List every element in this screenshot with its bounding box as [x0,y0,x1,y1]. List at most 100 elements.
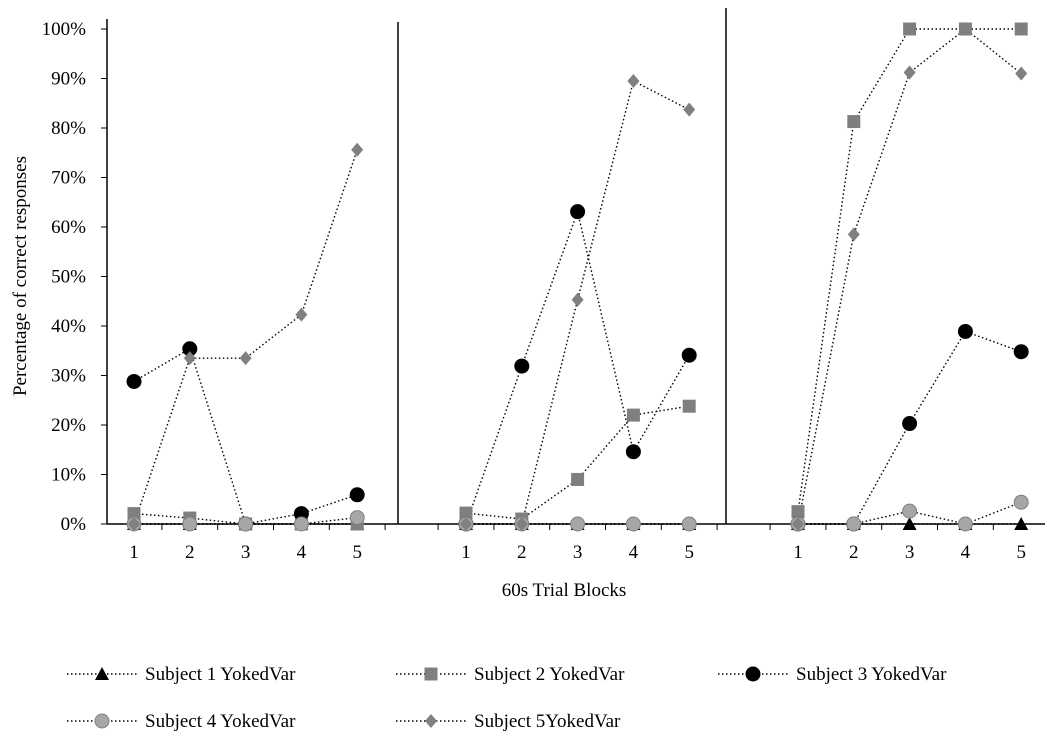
x-tick-label: 2 [517,542,527,563]
series-4-line [134,516,358,525]
legend-item-5: Subject 5YokedVar [396,711,621,732]
series-3-point [293,506,309,522]
series-4-point [293,516,309,532]
x-tick-label: 5 [1016,542,1026,563]
series-5-point [792,517,804,531]
series-3-line [133,347,358,525]
series-2-point [626,408,640,422]
x-tick-label: 4 [629,542,639,563]
series-markers [126,22,1029,532]
y-tick-label: 40% [51,316,86,337]
y-tick-label: 80% [51,118,86,139]
x-tick-label: 4 [297,542,307,563]
series-5-point [1015,66,1028,81]
y-tick-label: 70% [51,168,86,189]
series-5-line [797,28,1022,525]
x-tick-label: 1 [129,542,139,563]
series-2-point [571,472,585,486]
x-tick-label: 3 [905,542,915,563]
series-5-point [128,517,140,531]
series-3-point [570,204,586,220]
legend-marker [425,714,437,728]
series-3-point [182,341,198,357]
series-4-point [349,510,365,526]
y-tick-label: 30% [51,366,86,387]
series-5-point [351,142,364,157]
series-5-point [847,227,860,242]
series-3-point [625,444,641,460]
series-3-point [902,416,918,432]
series-4-point [182,516,198,532]
x-tick-label: 3 [241,542,251,563]
series-1-point [1014,517,1029,530]
legend-label: Subject 5YokedVar [474,711,621,732]
legend-item-1: Subject 1 YokedVar [67,664,296,685]
series-5-point [515,517,528,531]
series-2-point [903,22,917,36]
series-4-point [238,516,254,532]
series-4-point [625,516,641,532]
series-3-point [681,347,697,363]
legend-label: Subject 1 YokedVar [145,664,296,685]
series-5-point [683,102,696,117]
series-lines [133,28,1022,525]
series-2-point [847,115,861,129]
series-4-point [1013,494,1029,510]
series-5-point [959,22,972,36]
x-tick-label: 1 [461,542,471,563]
axes: 0% 10% 20% 30% 40% 50% 60% 70% 80% 90% 100% 1 2 3 4 5 1 2… [42,8,1045,563]
y-tick-label: 10% [51,465,86,486]
y-tick-label: 50% [51,267,86,288]
x-tick-label: 5 [352,542,362,563]
series-4-point [957,516,973,532]
series-4-point [902,503,918,519]
legend-marker [94,713,110,729]
y-axis-title: Percentage of correct responses [10,156,31,396]
x-tick-label: 2 [849,542,859,563]
series-5-point [627,73,640,88]
x-axis-title: 60s Trial Blocks [502,580,627,601]
legend-item-3: Subject 3 YokedVar [718,664,947,685]
legend-label: Subject 3 YokedVar [796,664,947,685]
legend: Subject 1 YokedVar Subject 2 YokedVar Subj… [67,664,947,732]
series-4-point [846,516,862,532]
series-1-point [902,517,917,530]
series-5-point [460,517,472,531]
series-5-point [295,307,308,322]
series-3-point [349,487,365,503]
x-tick-label: 4 [961,542,971,563]
series-5-point [183,351,196,366]
legend-item-4: Subject 4 YokedVar [67,711,296,732]
series-4-point [681,516,697,532]
y-tick-label: 60% [51,217,86,238]
series-3-point [1013,344,1029,360]
series-3-point [957,323,973,339]
legend-marker [95,667,109,680]
series-3-point [514,358,530,374]
series-2-point [682,399,696,413]
series-3-point [126,373,142,389]
y-tick-label: 100% [42,19,87,40]
y-tick-label: 90% [51,69,86,90]
series-5-point [239,351,252,366]
legend-item-2: Subject 2 YokedVar [396,664,625,685]
x-tick-label: 1 [793,542,803,563]
series-5-point [903,65,916,80]
series-2-line [797,28,1022,512]
series-5-point [571,292,584,307]
series-2-point [127,507,141,521]
legend-marker [424,667,438,681]
legend-label: Subject 2 YokedVar [474,664,625,685]
y-tick-label: 0% [61,514,87,535]
x-tick-label: 3 [573,542,583,563]
legend-label: Subject 4 YokedVar [145,711,296,732]
series-5-line [133,149,358,525]
legend-marker [745,666,761,682]
y-tick-label: 20% [51,415,86,436]
series-2-point [1014,22,1028,36]
series-5-line [466,79,690,525]
series-2-point [459,506,473,520]
x-tick-label: 2 [185,542,195,563]
